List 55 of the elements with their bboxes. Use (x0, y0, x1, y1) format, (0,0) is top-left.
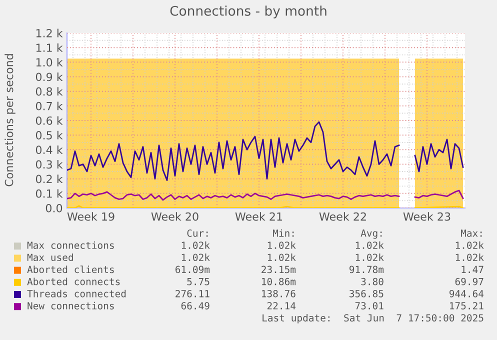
text: 69.97 (455, 278, 484, 286)
text: Last update: Sat Jun 7 17:50:00 2025 (262, 314, 484, 324)
y-tick-label: 0.4 k (36, 145, 63, 154)
legend-label: Threads connected (27, 290, 126, 298)
y-tick-label: 0.8 k (36, 87, 63, 96)
y-tick-label: 0.6 k (36, 116, 63, 125)
legend-label: Max used (27, 254, 73, 262)
text: 3.80 (361, 278, 384, 286)
text: Avg: (360, 230, 382, 239)
text: 1.02k (182, 241, 210, 249)
y-tick-label: 1.1 k (36, 43, 63, 52)
text: 91.78m (349, 266, 384, 274)
text: 5.75 (187, 278, 210, 286)
text: 276.11 (176, 290, 210, 298)
y-tick-label: 1.0 k (36, 58, 63, 67)
y-tick-label: 1.2 k (36, 28, 63, 38)
text: 1.02k (268, 241, 296, 249)
text: 61.09m (176, 266, 210, 274)
legend-label: New connections (28, 302, 114, 310)
text: 944.64 (449, 290, 484, 298)
text: 1.02k (182, 254, 210, 262)
legend-label: Max connections (27, 241, 114, 249)
x-tick-label: Week 22 (319, 212, 366, 221)
y-tick-label: 0.2 k (36, 174, 63, 184)
text: 1.02k (456, 241, 484, 249)
y-tick-label: 0.0 (46, 204, 62, 212)
y-tick-label: 0.3 k (36, 160, 63, 169)
text: 138.76 (262, 290, 296, 298)
text: 175.21 (450, 302, 484, 310)
text: 73.01 (355, 302, 384, 310)
y-axis-title: Connections per second (4, 54, 16, 186)
text: Cur: (187, 229, 208, 237)
text: 1.02k (356, 254, 384, 262)
text: 1.02k (268, 254, 296, 262)
legend-label: Aborted connects (27, 278, 120, 286)
text: 23.15m (262, 266, 296, 274)
text: 356.85 (350, 290, 384, 298)
legend-label: Aborted clients (27, 266, 114, 274)
x-tick-label: Week 20 (151, 212, 198, 221)
text: Max: (460, 230, 482, 237)
y-tick-label: 0.7 k (36, 102, 63, 110)
y-tick-label: 0.9 k (36, 72, 63, 82)
text: 1.47 (462, 266, 484, 274)
text: 1.02k (456, 254, 484, 262)
text: Min: (272, 229, 294, 237)
text: 22.14 (267, 302, 296, 310)
x-tick-label: Week 23 (403, 212, 450, 221)
text: 66.49 (181, 302, 210, 310)
x-tick-label: Week 21 (235, 212, 282, 221)
y-tick-label: 0.1 k (36, 189, 63, 198)
y-tick-label: 0.5 k (36, 130, 63, 140)
text: 1.02k (356, 241, 384, 249)
text: 10.86m (262, 278, 296, 286)
x-tick-label: Week 19 (67, 212, 114, 221)
chart-title: Connections - by month (170, 6, 326, 18)
